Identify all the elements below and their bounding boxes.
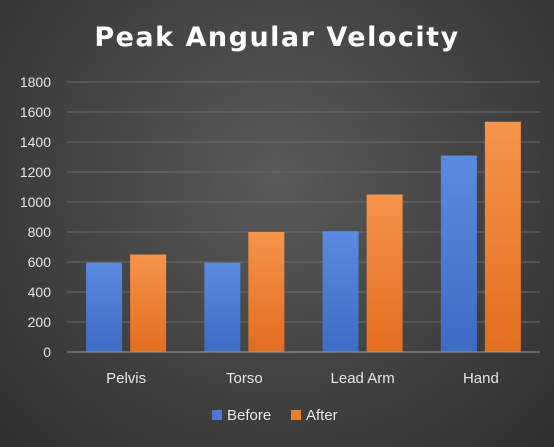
legend-swatch-before [212,410,222,420]
bar-after-hand [484,121,521,352]
y-tick-label: 800 [28,224,52,240]
bar-after-torso [248,232,285,352]
x-category-label: Lead Arm [331,370,395,387]
y-tick-label: 400 [28,284,52,300]
bar-after-lead-arm [366,194,403,352]
y-tick-label: 600 [28,254,52,270]
legend: Before After [212,407,338,424]
legend-swatch-after [291,410,301,420]
y-tick-label: 1600 [20,104,51,120]
x-category-label: Hand [463,370,499,387]
y-tick-label: 200 [28,314,52,330]
x-category-label: Torso [226,370,263,387]
legend-label-before: Before [227,407,271,424]
bar-before-pelvis [86,262,123,352]
bar-after-pelvis [130,254,167,352]
y-tick-label: 1400 [20,134,51,150]
bars [86,121,521,352]
x-axis-labels: Pelvis Torso Lead Arm Hand [106,370,499,387]
bar-before-lead-arm [322,231,359,352]
y-axis-ticks: 0 200 400 600 800 1000 1200 1400 1600 1800 [20,74,51,360]
y-tick-label: 1000 [20,194,51,210]
y-tick-label: 1200 [20,164,51,180]
bar-before-torso [204,262,241,352]
bar-before-hand [440,155,477,352]
y-tick-label: 1800 [20,74,51,90]
y-tick-label: 0 [43,344,51,360]
chart-title: Peak Angular Velocity [94,22,459,53]
x-category-label: Pelvis [106,370,146,387]
legend-label-after: After [306,407,338,424]
